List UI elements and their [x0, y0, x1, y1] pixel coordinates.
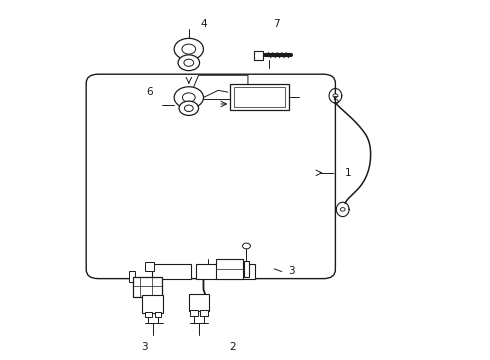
- Bar: [244, 261, 249, 277]
- Circle shape: [182, 44, 196, 54]
- Circle shape: [174, 39, 203, 60]
- Circle shape: [184, 59, 194, 66]
- Bar: [189, 294, 209, 311]
- Text: 1: 1: [345, 168, 352, 178]
- Text: 2: 2: [229, 342, 236, 352]
- Bar: [133, 277, 162, 297]
- Circle shape: [243, 243, 250, 249]
- Bar: [230, 84, 289, 110]
- Bar: [196, 264, 255, 279]
- Text: 6: 6: [147, 87, 153, 97]
- Circle shape: [340, 208, 345, 211]
- Text: 5: 5: [332, 96, 339, 106]
- Bar: [190, 310, 198, 316]
- Bar: [200, 310, 208, 316]
- Circle shape: [174, 87, 203, 108]
- Bar: [129, 271, 135, 282]
- Circle shape: [178, 55, 199, 71]
- Text: 3: 3: [288, 266, 294, 276]
- Circle shape: [182, 93, 195, 102]
- FancyBboxPatch shape: [86, 74, 335, 279]
- Bar: [234, 87, 285, 107]
- Text: 3: 3: [142, 342, 148, 352]
- Text: 4: 4: [200, 19, 207, 29]
- Circle shape: [179, 101, 198, 116]
- Bar: [143, 296, 163, 313]
- Bar: [145, 262, 154, 271]
- Bar: [145, 312, 152, 317]
- Circle shape: [333, 94, 338, 98]
- Bar: [152, 264, 191, 279]
- Circle shape: [184, 105, 193, 112]
- Text: 7: 7: [273, 19, 280, 29]
- Bar: [254, 51, 263, 59]
- Bar: [155, 312, 161, 317]
- Bar: [216, 259, 243, 279]
